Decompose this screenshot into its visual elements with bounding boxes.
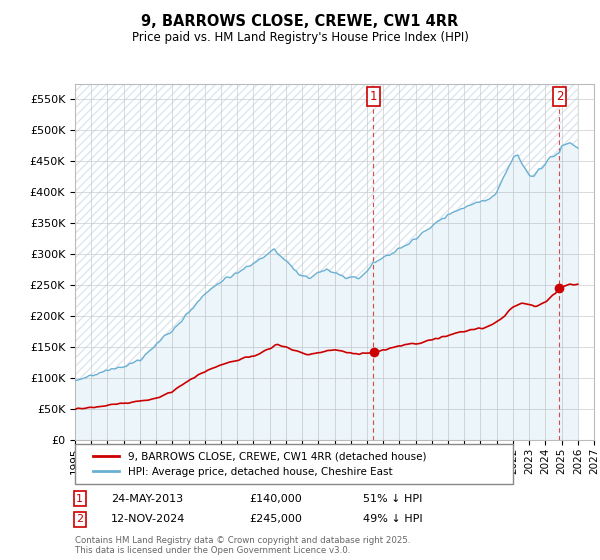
Legend: 9, BARROWS CLOSE, CREWE, CW1 4RR (detached house), HPI: Average price, detached : 9, BARROWS CLOSE, CREWE, CW1 4RR (detach… [89,447,430,481]
Text: Contains HM Land Registry data © Crown copyright and database right 2025.
This d: Contains HM Land Registry data © Crown c… [75,536,410,556]
Text: 2: 2 [556,90,563,103]
Text: £245,000: £245,000 [249,514,302,524]
Text: 1: 1 [76,494,83,504]
Text: 51% ↓ HPI: 51% ↓ HPI [363,494,422,504]
Text: 1: 1 [370,90,377,103]
Text: 9, BARROWS CLOSE, CREWE, CW1 4RR: 9, BARROWS CLOSE, CREWE, CW1 4RR [142,14,458,29]
Text: £140,000: £140,000 [249,494,302,504]
Text: 24-MAY-2013: 24-MAY-2013 [111,494,183,504]
Text: 12-NOV-2024: 12-NOV-2024 [111,514,185,524]
Text: Price paid vs. HM Land Registry's House Price Index (HPI): Price paid vs. HM Land Registry's House … [131,31,469,44]
Text: 2: 2 [76,514,83,524]
Text: 49% ↓ HPI: 49% ↓ HPI [363,514,422,524]
